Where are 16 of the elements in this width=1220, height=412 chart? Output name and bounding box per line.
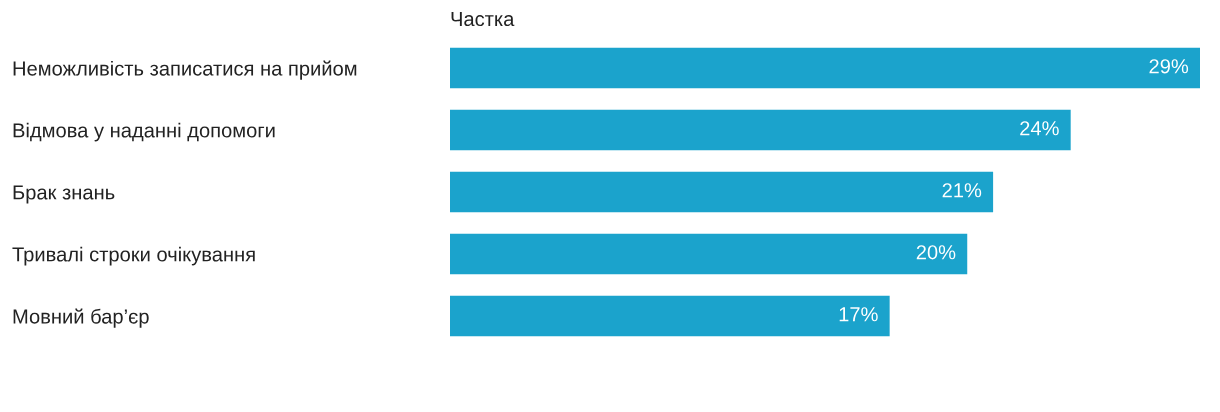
x-axis-title: Частка bbox=[451, 12, 515, 27]
data-label: 20% bbox=[916, 245, 956, 260]
data-label: 24% bbox=[1020, 121, 1059, 136]
y-tick-label: Мовний бар’єр bbox=[13, 308, 149, 328]
y-tick-label: Відмова у наданні допомоги bbox=[13, 122, 275, 142]
y-tick-label: Брак знань bbox=[13, 185, 115, 204]
bar bbox=[450, 171, 994, 213]
data-label: 17% bbox=[839, 307, 878, 322]
data-label: 29% bbox=[1149, 59, 1189, 74]
data-label: 21% bbox=[942, 183, 982, 198]
bar bbox=[450, 47, 1200, 89]
y-tick-label: Тривалі строки очікування bbox=[12, 246, 255, 266]
bar bbox=[450, 233, 968, 275]
y-tick-label: Неможливість записатися на прийом bbox=[13, 60, 357, 80]
bar bbox=[450, 109, 1071, 151]
bar bbox=[450, 295, 890, 337]
